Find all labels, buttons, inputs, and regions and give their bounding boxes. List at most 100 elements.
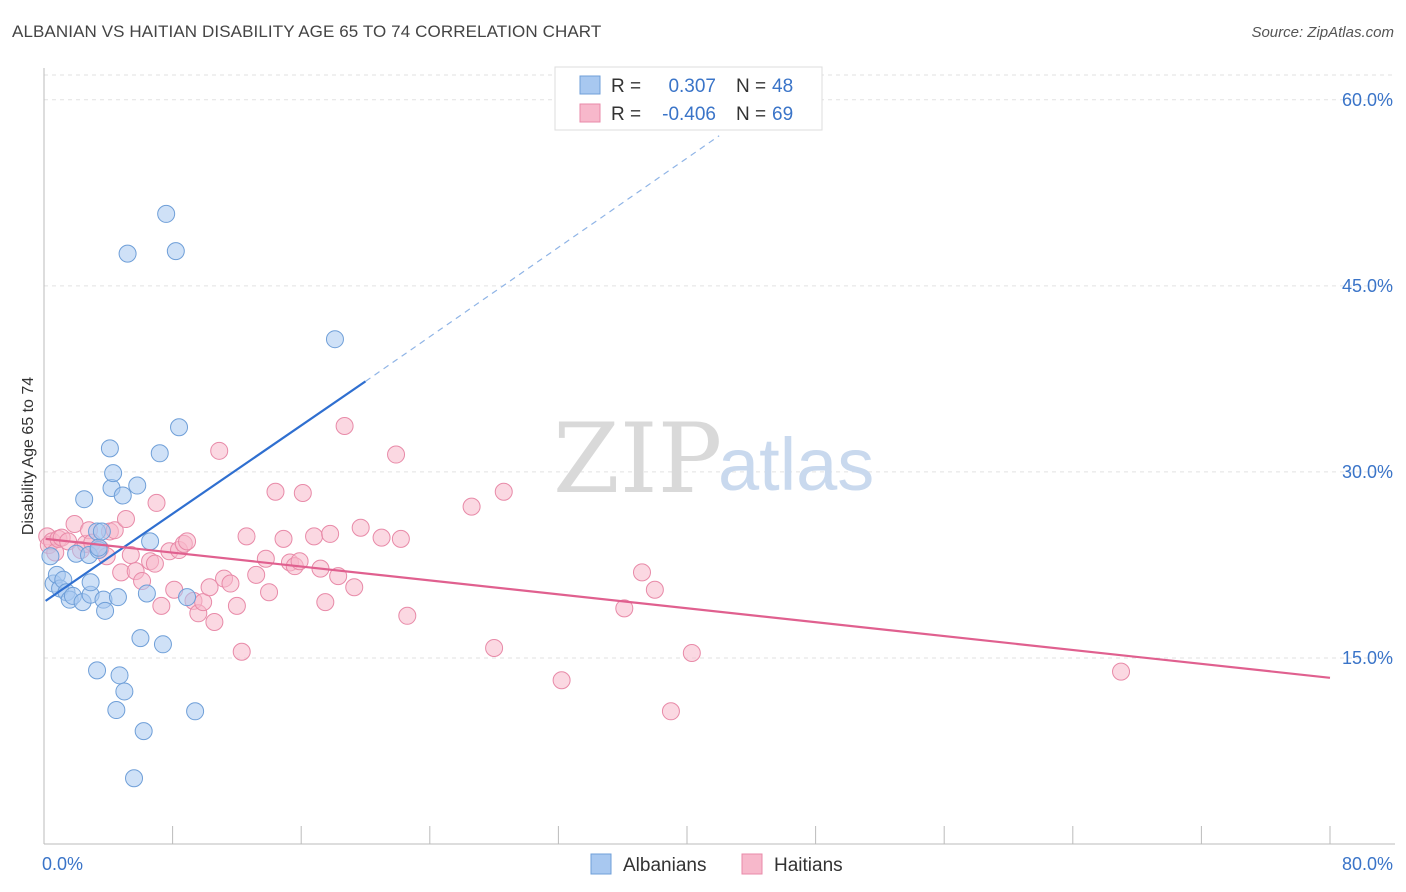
legend: R = 0.307 N = 48 R = -0.406 N = 69 (554, 66, 823, 131)
haitians-point-65 (552, 671, 571, 690)
watermark: ZIP atlas (553, 403, 874, 515)
legend-r-value-haitians: -0.406 (662, 104, 716, 125)
albanians-point-42 (186, 702, 205, 721)
series-haitians (38, 417, 1131, 721)
haitians-point-58 (372, 528, 391, 547)
haitians-point-33 (200, 578, 219, 597)
y-tick-label-1: 30.0% (1342, 462, 1393, 482)
y-tick-label-2: 45.0% (1342, 276, 1393, 296)
haitians-point-71 (1112, 662, 1131, 681)
haitians-point-50 (305, 527, 324, 546)
albanians-trend-line (44, 380, 367, 602)
haitians-point-62 (462, 497, 481, 516)
haitians-point-49 (293, 483, 312, 502)
x-tick-label-0: 0.0% (42, 854, 83, 874)
legend-r-value-albanians: 0.307 (668, 76, 716, 97)
haitians-point-70 (682, 643, 701, 662)
haitians-point-66 (615, 599, 634, 618)
haitians-point-55 (335, 417, 354, 436)
y-axis-label: Disability Age 65 to 74 (20, 377, 37, 535)
haitians-point-52 (316, 593, 335, 612)
albanians-point-24 (107, 701, 126, 720)
albanians-point-20 (96, 601, 115, 620)
albanians-point-31 (128, 476, 147, 495)
haitians-point-44 (266, 482, 285, 501)
grid-lines (44, 74, 1395, 659)
haitians-point-60 (391, 529, 410, 548)
legend-r-label-albanians: R = (611, 76, 641, 97)
albanians-point-40 (170, 418, 189, 437)
haitians-point-32 (194, 593, 213, 612)
axes (43, 68, 1395, 845)
series-legend-swatch-haitians (741, 853, 763, 875)
albanians-point-26 (110, 666, 129, 685)
albanians-point-25 (108, 588, 127, 607)
haitians-point-39 (232, 642, 251, 661)
albanians-point-43 (325, 330, 344, 349)
albanians-point-0 (41, 547, 60, 566)
albanians-point-27 (113, 486, 132, 505)
legend-n-value-albanians: 48 (772, 76, 793, 97)
haitians-point-41 (247, 565, 266, 584)
haitians-point-22 (145, 554, 164, 573)
haitians-point-35 (210, 441, 229, 460)
source-label: Source: ZipAtlas.com (1251, 24, 1394, 41)
y-tick-label-0: 15.0% (1342, 648, 1393, 668)
series-legend: Albanians Haitians (590, 853, 843, 876)
haitians-point-29 (178, 532, 197, 551)
albanians-point-36 (150, 444, 169, 463)
haitians-point-69 (661, 702, 680, 721)
albanians-point-32 (131, 629, 150, 648)
legend-swatch-haitians (579, 103, 601, 123)
haitians-point-40 (237, 527, 256, 546)
haitians-point-61 (398, 606, 417, 625)
legend-r-label-haitians: R = (611, 104, 641, 125)
albanians-point-34 (137, 584, 156, 603)
albanians-point-37 (153, 635, 172, 654)
albanians-point-38 (157, 204, 176, 223)
albanians-point-29 (118, 244, 137, 263)
albanians-point-30 (125, 769, 144, 788)
haitians-point-34 (205, 612, 224, 631)
legend-swatch-albanians (579, 75, 601, 95)
albanians-point-39 (166, 242, 185, 261)
albanians-point-18 (92, 522, 111, 541)
haitians-point-42 (256, 549, 275, 568)
series-legend-label-albanians: Albanians (623, 855, 706, 876)
albanians-point-16 (88, 661, 107, 680)
albanians-trend-extension (365, 135, 720, 382)
haitians-point-56 (345, 578, 364, 597)
x-tick-label-1: 80.0% (1342, 854, 1393, 874)
legend-n-value-haitians: 69 (772, 104, 793, 125)
albanians-point-35 (141, 532, 160, 551)
haitians-point-43 (260, 583, 279, 602)
legend-n-label-haitians: N = (736, 104, 766, 125)
watermark-atlas: atlas (718, 423, 874, 506)
haitians-point-67 (632, 563, 651, 582)
haitians-point-59 (387, 445, 406, 464)
haitians-point-63 (485, 639, 504, 658)
y-tick-label-3: 60.0% (1342, 90, 1393, 110)
albanians-point-28 (115, 682, 134, 701)
haitians-point-37 (221, 574, 240, 593)
watermark-zip: ZIP (553, 403, 722, 515)
haitians-point-17 (116, 510, 135, 529)
trend-lines (44, 135, 1331, 679)
albanians-point-10 (75, 490, 94, 509)
haitians-point-68 (645, 580, 664, 599)
albanians-point-23 (100, 439, 119, 458)
series-legend-swatch-albanians (590, 853, 612, 875)
y-tick-labels: 15.0% 30.0% 45.0% 60.0% (1342, 90, 1393, 668)
albanians-point-22 (104, 464, 123, 483)
haitians-point-57 (351, 518, 370, 537)
haitians-point-53 (321, 524, 340, 543)
haitians-point-64 (494, 482, 513, 501)
x-tick-labels: 0.0% 80.0% (42, 854, 1393, 874)
haitians-point-23 (147, 493, 166, 512)
series-legend-label-haitians: Haitians (774, 855, 843, 876)
haitians-point-38 (227, 596, 246, 615)
haitians-trend-line (45, 537, 1331, 679)
albanians-point-41 (178, 588, 197, 607)
haitians-point-18 (121, 546, 140, 565)
albanians-point-17 (89, 538, 108, 557)
